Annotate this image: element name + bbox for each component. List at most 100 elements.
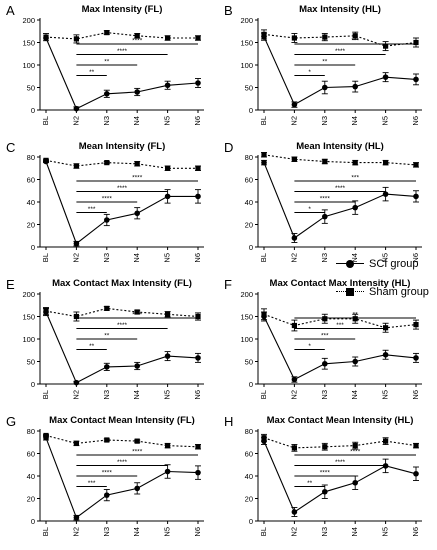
panel-f: F Max Contact Max Intensity (HL) 0 50 100 150…: [224, 277, 422, 400]
sci-data-point: [134, 363, 140, 369]
sham-series-line: [45, 434, 199, 448]
sham-data-point: [73, 163, 79, 169]
sci-series-line: [263, 162, 417, 239]
y-tick-label: 20: [245, 495, 253, 504]
y-tick-label: 0: [249, 243, 253, 252]
x-tick-label: N4: [350, 253, 359, 263]
x-tick-label: BL: [259, 253, 268, 262]
panel-letter: G: [6, 414, 16, 429]
y-tick-label: 80: [27, 153, 35, 162]
legend-label-sham: Sham group: [369, 286, 429, 298]
sci-data-point: [291, 235, 298, 241]
x-tick-label: N5: [381, 116, 390, 126]
significance-label: ****: [102, 470, 113, 477]
x-tick-label: N6: [411, 527, 420, 537]
y-tick-label: 0: [249, 380, 253, 389]
x-tick-label: BL: [41, 253, 50, 262]
y-tick-label: 150: [22, 313, 35, 322]
y-tick-label: 200: [22, 290, 35, 299]
panel-g: G Max Contact Mean Intensity (FL) 0 20 40 60 8…: [6, 414, 204, 537]
x-tick-label: N3: [320, 527, 329, 537]
sham-data-point: [134, 309, 140, 315]
x-tick-label: N2: [71, 253, 80, 263]
sham-data-point: [261, 435, 267, 441]
sci-series-line: [263, 440, 417, 513]
sci-data-point: [261, 159, 267, 166]
sham-series-line: [263, 33, 417, 47]
sham-data-point: [195, 313, 201, 320]
panel-e: E Max Contact Max Intensity (FL) 0 50 100 150…: [6, 277, 204, 400]
sci-series-line: [263, 316, 417, 381]
panel-letter: C: [6, 140, 15, 155]
x-tick-label: N6: [193, 253, 202, 263]
y-tick-label: 50: [27, 84, 35, 93]
sci-data-point: [291, 509, 298, 515]
sci-data-point: [104, 492, 110, 498]
sci-data-point: [104, 217, 110, 223]
sci-data-point: [413, 470, 419, 477]
sci-series-line: [263, 36, 417, 106]
x-tick-label: N3: [320, 390, 329, 400]
panel-title: Max Intensity (FL): [82, 4, 163, 15]
x-tick-label: N4: [132, 116, 141, 126]
sham-data-point: [383, 438, 389, 444]
panel-h: H Max Contact Mean Intensity (HL) 0 20 40 60 8…: [224, 414, 422, 537]
sham-data-point: [165, 165, 171, 171]
y-tick-label: 60: [245, 450, 253, 459]
significance-label: ***: [321, 333, 329, 340]
y-tick-label: 200: [240, 16, 253, 25]
y-tick-label: 0: [31, 106, 35, 115]
y-tick-label: 0: [31, 380, 35, 389]
x-tick-label: BL: [41, 390, 50, 399]
sham-series-line: [263, 437, 417, 449]
significance-label: ****: [117, 322, 128, 329]
y-tick-label: 0: [31, 517, 35, 526]
x-tick-label: N5: [381, 527, 390, 537]
sci-data-point: [73, 240, 80, 247]
sham-data-point: [352, 316, 358, 322]
sci-series-line: [45, 37, 199, 110]
sham-data-point: [261, 311, 267, 317]
sham-data-point: [291, 445, 297, 451]
significance-label: ****: [335, 459, 346, 466]
sham-data-point: [383, 160, 389, 166]
significance-label: *: [308, 69, 311, 76]
sci-data-point: [134, 210, 140, 217]
significance-label: **: [104, 59, 110, 66]
sci-data-point: [134, 485, 140, 492]
x-tick-label: N6: [411, 116, 420, 126]
x-tick-label: N5: [163, 390, 172, 400]
sci-data-point: [164, 353, 171, 359]
y-tick-label: 60: [245, 176, 253, 185]
significance-label: ****: [117, 48, 128, 55]
panel-title: Max Contact Mean Intensity (HL): [267, 415, 414, 426]
x-tick-label: N6: [411, 253, 420, 263]
significance-label: ***: [88, 206, 96, 213]
significance-label: ****: [335, 185, 346, 192]
x-tick-label: N2: [289, 390, 298, 400]
significance-label: ***: [351, 38, 359, 45]
y-tick-label: 150: [22, 39, 35, 48]
legend: SCI group Sham group: [336, 256, 434, 312]
panel-c: C Mean Intensity (FL) 0 20 40 60 80 BL N2 N3 N4 N5 N…: [6, 140, 204, 263]
x-tick-label: N4: [350, 116, 359, 126]
significance-label: **: [353, 312, 359, 319]
panel-title: Max Contact Mean Intensity (FL): [49, 415, 195, 426]
sci-data-point: [73, 105, 80, 112]
significance-label: ****: [132, 38, 143, 45]
sham-data-point: [43, 432, 49, 439]
sham-data-point: [195, 444, 201, 450]
x-tick-label: N2: [71, 116, 80, 126]
sham-data-point: [104, 305, 110, 311]
sci-data-point: [73, 514, 80, 521]
sci-data-point: [322, 360, 328, 367]
panel-b: B Max Intensity (HL) 0 50 100 150 200 BL N2 N3 N4 N…: [224, 3, 422, 126]
significance-label: *: [308, 343, 311, 350]
sham-data-point: [165, 311, 171, 317]
sci-data-point: [382, 191, 389, 197]
x-tick-label: BL: [259, 116, 268, 125]
sham-dotted-square-marker-icon: [336, 287, 364, 297]
x-tick-label: N3: [102, 527, 111, 537]
sham-data-point: [43, 157, 49, 163]
